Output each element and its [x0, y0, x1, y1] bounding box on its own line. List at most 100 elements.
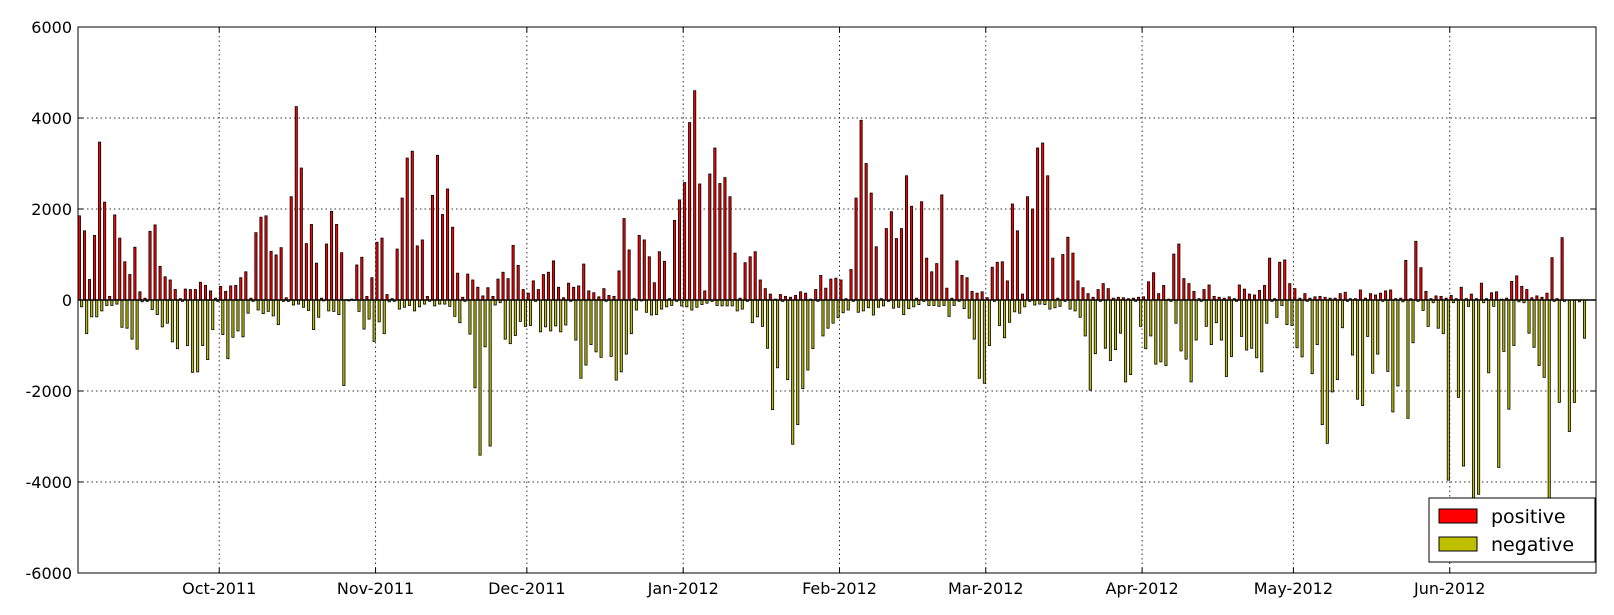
bar-negative — [418, 299, 422, 308]
bar-positive — [304, 243, 308, 301]
bar-negative — [191, 299, 195, 373]
bar-negative — [1446, 299, 1450, 481]
bar-positive — [239, 277, 243, 301]
bar-negative — [735, 299, 739, 312]
bar-positive — [410, 150, 414, 301]
bar-negative — [1250, 299, 1254, 349]
bar-negative — [1527, 299, 1531, 334]
bar-positive — [1046, 175, 1050, 301]
bar-negative — [765, 299, 770, 349]
bar-negative — [453, 299, 457, 317]
bar-negative — [1214, 299, 1218, 324]
bar-negative — [1018, 299, 1022, 314]
bar-negative — [1189, 299, 1193, 383]
y-tick-label: 0 — [62, 291, 72, 310]
bar-negative — [624, 299, 628, 355]
bar-negative — [1507, 299, 1511, 410]
bar-positive — [572, 286, 576, 301]
bar-positive — [627, 249, 631, 301]
bar-positive — [557, 286, 561, 301]
bar-negative — [902, 299, 906, 315]
bar-negative — [1265, 299, 1269, 324]
bar-positive — [980, 291, 984, 301]
bar-negative — [750, 299, 754, 324]
bar-negative — [634, 299, 638, 311]
bar-negative — [226, 299, 230, 360]
bar-negative — [125, 299, 129, 329]
bar-positive — [1358, 289, 1362, 301]
bar-positive — [466, 273, 470, 301]
bar-negative — [1224, 299, 1228, 377]
bar-positive — [925, 257, 929, 301]
bar-positive — [395, 248, 399, 301]
bar-positive — [385, 294, 389, 301]
bar-negative — [897, 299, 901, 308]
bar-positive — [541, 274, 545, 301]
x-tick-label: Dec-2011 — [488, 579, 565, 598]
bar-negative — [554, 299, 558, 327]
bar-positive — [854, 197, 858, 301]
bar-positive — [400, 197, 404, 301]
bar-positive — [219, 285, 223, 301]
bar-negative — [236, 299, 240, 332]
bar-positive — [839, 279, 843, 301]
bar-negative — [599, 299, 603, 358]
bar-negative — [1386, 299, 1390, 372]
bar-positive — [1545, 292, 1549, 301]
bar-negative — [1542, 299, 1546, 378]
bar-negative — [95, 299, 99, 318]
bar-positive — [753, 251, 757, 301]
bar-negative — [1204, 299, 1208, 327]
bar-negative — [327, 299, 331, 312]
bar-positive — [521, 289, 525, 301]
bar-positive — [577, 285, 581, 301]
bar-positive — [1520, 285, 1524, 301]
bar-negative — [1154, 299, 1158, 365]
bar-negative — [1093, 299, 1097, 355]
bar-positive — [945, 287, 949, 301]
bar-negative — [1174, 299, 1178, 324]
bar-negative — [932, 299, 936, 306]
bar-negative — [846, 299, 850, 311]
bar-negative — [776, 299, 780, 369]
bar-positive — [1147, 281, 1151, 301]
bar-negative — [377, 299, 381, 323]
bar-negative — [1255, 299, 1259, 359]
bar-positive — [582, 263, 586, 301]
bar-positive — [975, 292, 979, 301]
bar-positive — [864, 163, 868, 301]
bar-negative — [1219, 299, 1223, 341]
bar-positive — [476, 286, 480, 301]
bar-negative — [972, 299, 976, 340]
x-tick-label: Jun-2012 — [1413, 579, 1486, 598]
bar-positive — [259, 216, 263, 301]
bar-positive — [804, 292, 808, 301]
bar-positive — [1258, 290, 1262, 301]
bar-negative — [1129, 299, 1133, 376]
bar-negative — [1108, 299, 1112, 361]
bar-positive — [874, 246, 878, 301]
bar-positive — [567, 282, 571, 301]
bar-negative — [473, 299, 477, 389]
bar-negative — [372, 299, 376, 342]
bar-negative — [488, 299, 492, 447]
bar-positive — [501, 271, 505, 301]
bar-positive — [884, 228, 888, 301]
y-tick-label: -6000 — [26, 564, 73, 583]
bar-positive — [1293, 288, 1297, 301]
bar-positive — [960, 275, 964, 301]
bar-negative — [1159, 299, 1163, 363]
bar-positive — [128, 274, 132, 301]
bar-negative — [589, 299, 593, 345]
bar-negative — [80, 299, 84, 308]
bar-positive — [587, 290, 591, 301]
y-tick-label: 6000 — [31, 18, 72, 37]
bar-positive — [93, 234, 97, 301]
bar-negative — [1053, 299, 1057, 309]
bar-positive — [234, 285, 238, 301]
bar-positive — [1172, 253, 1176, 301]
bar-negative — [1164, 299, 1168, 366]
legend-label-positive: positive — [1491, 506, 1566, 528]
bar-negative — [942, 299, 946, 306]
